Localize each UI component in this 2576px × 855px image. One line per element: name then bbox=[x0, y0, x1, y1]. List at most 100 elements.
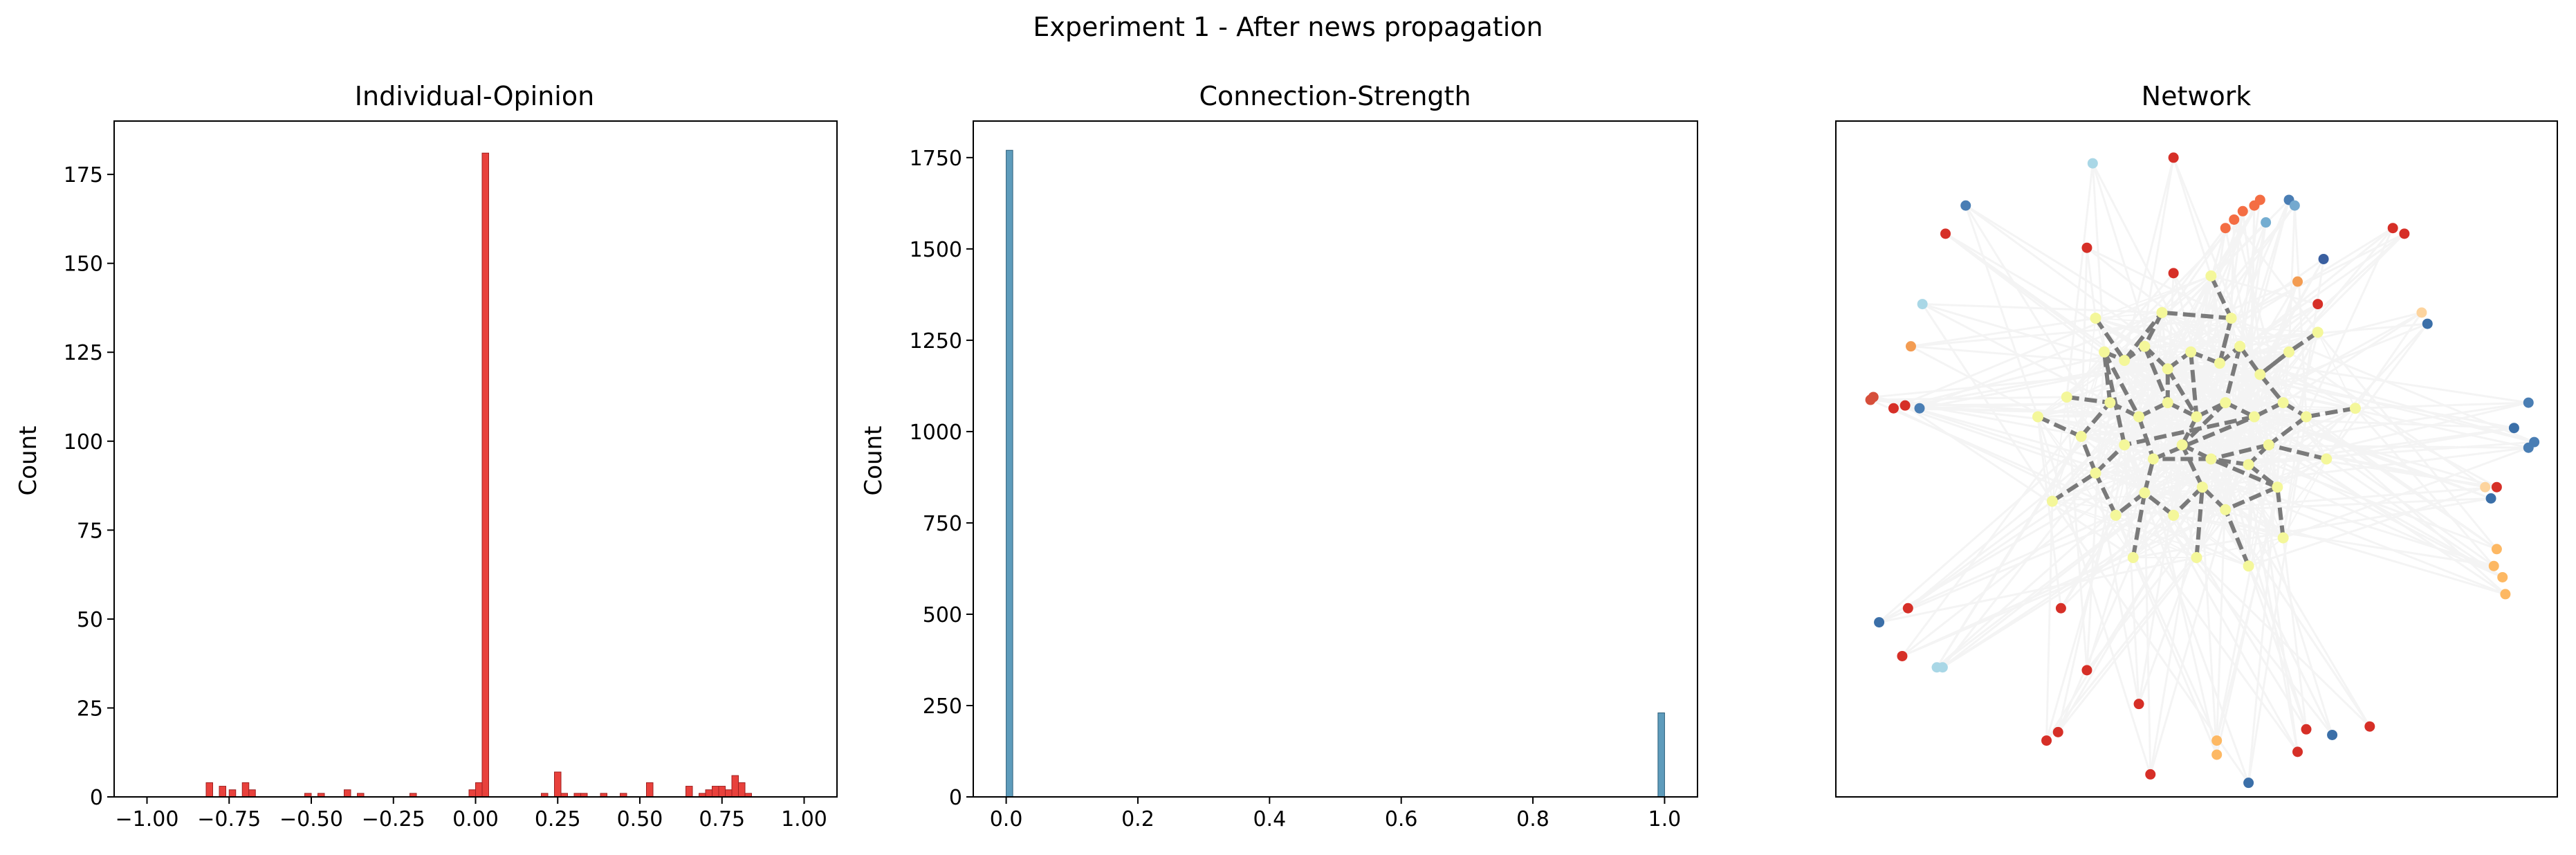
network-core-edge bbox=[2102, 351, 2113, 403]
network-core-edge bbox=[2162, 310, 2232, 320]
network-node bbox=[2211, 735, 2223, 746]
network-faint-edge bbox=[2144, 458, 2211, 494]
network-core-node bbox=[2225, 312, 2237, 324]
network-faint-edge bbox=[1922, 303, 2162, 314]
network-faint-edge bbox=[2172, 157, 2212, 277]
opinion-y-axis-label: Count bbox=[15, 426, 42, 496]
network-faint-edge bbox=[2037, 416, 2117, 516]
network-node bbox=[2292, 746, 2303, 757]
network-node bbox=[2485, 493, 2496, 504]
strength-x-tick-label: 0.0 bbox=[990, 807, 1023, 831]
network-faint-edge bbox=[2086, 248, 2097, 319]
network-faint-edge bbox=[2104, 351, 2270, 446]
figure-title: Experiment 1 - After news propagation bbox=[1033, 12, 1543, 42]
strength-y-tick-label: 1500 bbox=[910, 238, 962, 262]
network-node bbox=[2168, 152, 2179, 163]
opinion-bar bbox=[718, 786, 726, 798]
network-core-node bbox=[2277, 397, 2289, 409]
network-faint-edge bbox=[2045, 501, 2054, 741]
network-core-edge bbox=[2131, 492, 2147, 558]
network-faint-edge bbox=[2109, 318, 2232, 403]
network-faint-edge bbox=[2066, 396, 2284, 539]
network-core-node bbox=[2321, 453, 2333, 465]
strength-axes-frame bbox=[973, 120, 1698, 798]
network-core-node bbox=[2156, 306, 2168, 318]
network-node bbox=[2145, 769, 2156, 780]
network-faint-edge bbox=[2037, 416, 2053, 502]
network-core-edge bbox=[2223, 345, 2242, 403]
network-plot-area bbox=[1865, 152, 2540, 789]
network-node bbox=[2087, 158, 2098, 169]
network-core-edge bbox=[2258, 350, 2290, 376]
network-faint-edge bbox=[2132, 312, 2163, 558]
network-core-node bbox=[2205, 270, 2217, 282]
strength-y-tick-label: 0 bbox=[949, 786, 962, 810]
network-node bbox=[1865, 394, 1876, 405]
network-core-edge bbox=[2210, 443, 2270, 461]
network-faint-edge bbox=[2162, 311, 2290, 353]
network-core-node bbox=[2119, 439, 2131, 451]
network-node bbox=[1897, 650, 1908, 661]
network-faint-edge bbox=[2247, 416, 2308, 783]
network-faint-edge bbox=[2254, 351, 2290, 417]
network-core-node bbox=[2191, 411, 2202, 423]
network-core-node bbox=[2119, 355, 2131, 367]
network-node bbox=[2254, 194, 2265, 205]
network-faint-edge bbox=[2144, 221, 2267, 347]
network-faint-edge bbox=[2238, 199, 2261, 347]
network-core-node bbox=[2127, 551, 2139, 563]
network-core-node bbox=[2098, 346, 2110, 358]
network-faint-edge bbox=[2123, 445, 2140, 704]
network-node bbox=[2312, 299, 2324, 310]
network-node bbox=[2480, 481, 2491, 493]
network-faint-edge bbox=[2095, 275, 2211, 319]
network-core-edge bbox=[2238, 344, 2262, 376]
network-faint-edge bbox=[2052, 500, 2249, 567]
network-faint-edge bbox=[2095, 318, 2261, 376]
opinion-bar bbox=[205, 782, 213, 798]
network-node bbox=[1914, 403, 1925, 414]
network-faint-edge bbox=[2066, 396, 2088, 670]
network-core-edge bbox=[2122, 311, 2164, 362]
network-faint-edge bbox=[1893, 275, 2211, 410]
opinion-bar bbox=[738, 782, 746, 798]
network-faint-edge bbox=[2066, 163, 2094, 398]
network-node bbox=[2500, 589, 2511, 600]
network-faint-edge bbox=[2210, 275, 2319, 306]
network-faint-edge bbox=[2095, 472, 2299, 753]
strength-x-tick-label: 1.0 bbox=[1648, 807, 1682, 831]
network-faint-edge bbox=[2066, 351, 2290, 398]
network-core-node bbox=[2191, 551, 2202, 563]
network-core-node bbox=[2133, 411, 2145, 423]
network-core-edge bbox=[2258, 373, 2285, 404]
network-faint-edge bbox=[2109, 360, 2126, 403]
network-faint-edge bbox=[2052, 486, 2278, 502]
network-node bbox=[2523, 397, 2534, 408]
network-core-node bbox=[2243, 459, 2254, 470]
opinion-y-tick-label: 100 bbox=[64, 430, 103, 454]
network-faint-edge bbox=[2132, 557, 2218, 755]
network-node bbox=[2041, 735, 2052, 746]
network-faint-edge bbox=[2282, 537, 2308, 730]
network-core-node bbox=[2248, 411, 2260, 423]
network-faint-edge bbox=[1907, 416, 2140, 609]
network-node bbox=[2289, 200, 2300, 211]
network-core-edge bbox=[2267, 415, 2308, 447]
opinion-histogram-panel: Individual-Opinion −1.00 −0.75 −0.50 −0.25 0… bbox=[15, 81, 838, 831]
network-faint-edge bbox=[2052, 318, 2232, 502]
network-faint-edge bbox=[2259, 373, 2534, 443]
network-core-node bbox=[2283, 346, 2295, 358]
network-core-node bbox=[2220, 397, 2232, 409]
network-node bbox=[2168, 268, 2179, 279]
network-faint-edge bbox=[1919, 311, 2162, 410]
opinion-chart-title: Individual-Opinion bbox=[355, 81, 594, 111]
network-faint-edge bbox=[2052, 500, 2197, 558]
network-node bbox=[1888, 403, 1899, 414]
network-node bbox=[2261, 217, 2272, 228]
network-node bbox=[2508, 423, 2519, 434]
network-faint-edge bbox=[2230, 317, 2535, 443]
opinion-bar bbox=[712, 786, 719, 798]
network-core-node bbox=[2196, 481, 2208, 493]
network-node bbox=[2364, 721, 2375, 732]
opinion-x-tick-label: 0.25 bbox=[535, 807, 581, 831]
